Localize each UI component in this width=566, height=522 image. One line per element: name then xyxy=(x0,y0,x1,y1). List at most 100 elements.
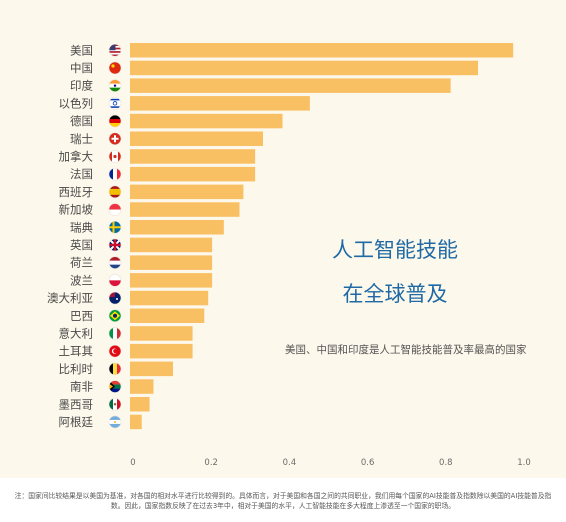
category-label: 以色列 xyxy=(59,96,94,110)
category-label: 墨西哥 xyxy=(59,397,94,411)
category-label: 新加坡 xyxy=(59,203,94,217)
bar xyxy=(130,343,193,359)
category-label: 中国 xyxy=(70,61,93,75)
x-tick-label: 1.0 xyxy=(517,458,531,468)
bar-row: 西班牙 xyxy=(59,184,244,200)
x-tick-label: 0.2 xyxy=(204,458,218,468)
bar xyxy=(130,326,193,341)
bar xyxy=(130,113,283,129)
bar xyxy=(130,237,213,253)
bar xyxy=(130,379,154,394)
bar-row: 英国 xyxy=(70,237,213,253)
category-label: 德国 xyxy=(70,114,93,128)
bar-row: 意大利 xyxy=(59,326,193,341)
switzerland-flag-icon xyxy=(108,132,122,146)
bar-row: 瑞士 xyxy=(70,131,263,146)
bar-row: 美国 xyxy=(70,43,514,58)
bar xyxy=(130,361,174,377)
bar-row: 波兰 xyxy=(70,273,213,288)
bar-row: 比利时 xyxy=(59,361,174,377)
category-label: 澳大利亚 xyxy=(47,291,93,305)
category-label: 瑞士 xyxy=(70,132,93,146)
bar xyxy=(130,43,514,58)
chart-panel: 美国中国印度以色列德国瑞士加拿大法国西班牙新加坡瑞典英国荷兰波兰澳大利亚巴西意大… xyxy=(0,0,566,478)
south-africa-flag-icon xyxy=(108,380,122,393)
germany-flag-icon xyxy=(108,114,122,128)
bar xyxy=(130,131,263,146)
bar xyxy=(130,220,224,235)
bar xyxy=(130,78,451,93)
bar-row: 南非 xyxy=(70,379,154,394)
bar-row: 荷兰 xyxy=(70,255,213,270)
poland-flag-icon xyxy=(108,274,122,287)
argentina-flag-icon xyxy=(108,415,122,429)
category-label: 南非 xyxy=(70,380,93,394)
sweden-flag-icon xyxy=(108,220,122,234)
bar-row: 澳大利亚 xyxy=(47,290,209,306)
bar-row: 以色列 xyxy=(59,96,310,111)
israel-flag-icon xyxy=(108,97,122,110)
bar-row: 法国 xyxy=(70,166,256,182)
headline: 人工智能技能 在全球普及 xyxy=(290,228,500,316)
netherlands-flag-icon xyxy=(108,256,122,269)
category-label: 法国 xyxy=(70,167,93,181)
bar xyxy=(130,166,256,182)
uk-flag-icon xyxy=(108,238,122,252)
bar-row: 中国 xyxy=(70,60,478,76)
x-tick-label: 0 xyxy=(130,458,135,468)
mexico-flag-icon xyxy=(108,397,122,411)
spain-flag-icon xyxy=(108,185,122,199)
bar-row: 加拿大 xyxy=(59,149,256,164)
category-label: 瑞典 xyxy=(70,220,93,234)
italy-flag-icon xyxy=(108,327,122,340)
footnote: 注：国家间比较结果是以美国为基准，对各国的相对水平进行比较得到的。具体而言，对于… xyxy=(14,492,552,510)
bar xyxy=(130,60,478,76)
turkey-flag-icon xyxy=(108,344,122,358)
bar xyxy=(130,308,205,323)
category-label: 荷兰 xyxy=(70,256,93,270)
bar-row: 阿根廷 xyxy=(59,414,142,430)
headline-line-2: 在全球普及 xyxy=(342,282,448,306)
bar-row: 印度 xyxy=(70,78,451,93)
bar xyxy=(130,96,310,111)
bar-row: 土耳其 xyxy=(59,343,193,359)
category-label: 印度 xyxy=(70,79,93,93)
category-label: 西班牙 xyxy=(59,185,94,199)
bar xyxy=(130,290,209,306)
india-flag-icon xyxy=(108,79,122,92)
us-flag-icon xyxy=(108,43,122,57)
category-label: 意大利 xyxy=(59,326,94,340)
x-tick-label: 0.6 xyxy=(361,458,375,468)
x-tick-label: 0.8 xyxy=(439,458,453,468)
canada-flag-icon xyxy=(108,150,122,163)
bar-chart: 美国中国印度以色列德国瑞士加拿大法国西班牙新加坡瑞典英国荷兰波兰澳大利亚巴西意大… xyxy=(47,43,531,468)
belgium-flag-icon xyxy=(108,362,122,376)
category-label: 阿根廷 xyxy=(59,415,94,429)
bar xyxy=(130,397,150,412)
france-flag-icon xyxy=(108,167,122,181)
headline-line-1: 人工智能技能 xyxy=(332,238,458,262)
australia-flag-icon xyxy=(108,291,122,305)
category-label: 加拿大 xyxy=(59,149,94,163)
category-label: 英国 xyxy=(70,238,93,252)
bar-row: 新加坡 xyxy=(59,202,240,217)
bar xyxy=(130,184,244,200)
category-label: 美国 xyxy=(70,43,93,57)
bar-row: 墨西哥 xyxy=(59,397,150,412)
bar xyxy=(130,202,240,217)
category-label: 波兰 xyxy=(70,273,93,287)
bar-row: 巴西 xyxy=(70,308,205,323)
china-flag-icon xyxy=(108,61,122,75)
singapore-flag-icon xyxy=(108,203,122,216)
category-label: 比利时 xyxy=(59,362,94,376)
category-label: 土耳其 xyxy=(59,344,94,358)
subtitle-note: 美国、中国和印度是人工智能技能普及率最高的国家 xyxy=(285,344,527,356)
category-label: 巴西 xyxy=(70,309,93,323)
bar xyxy=(130,414,142,430)
bar-row: 瑞典 xyxy=(70,220,224,235)
bar xyxy=(130,255,213,270)
bar-row: 德国 xyxy=(70,113,283,129)
bar xyxy=(130,149,256,164)
brazil-flag-icon xyxy=(108,309,122,323)
x-tick-label: 0.4 xyxy=(283,458,297,468)
